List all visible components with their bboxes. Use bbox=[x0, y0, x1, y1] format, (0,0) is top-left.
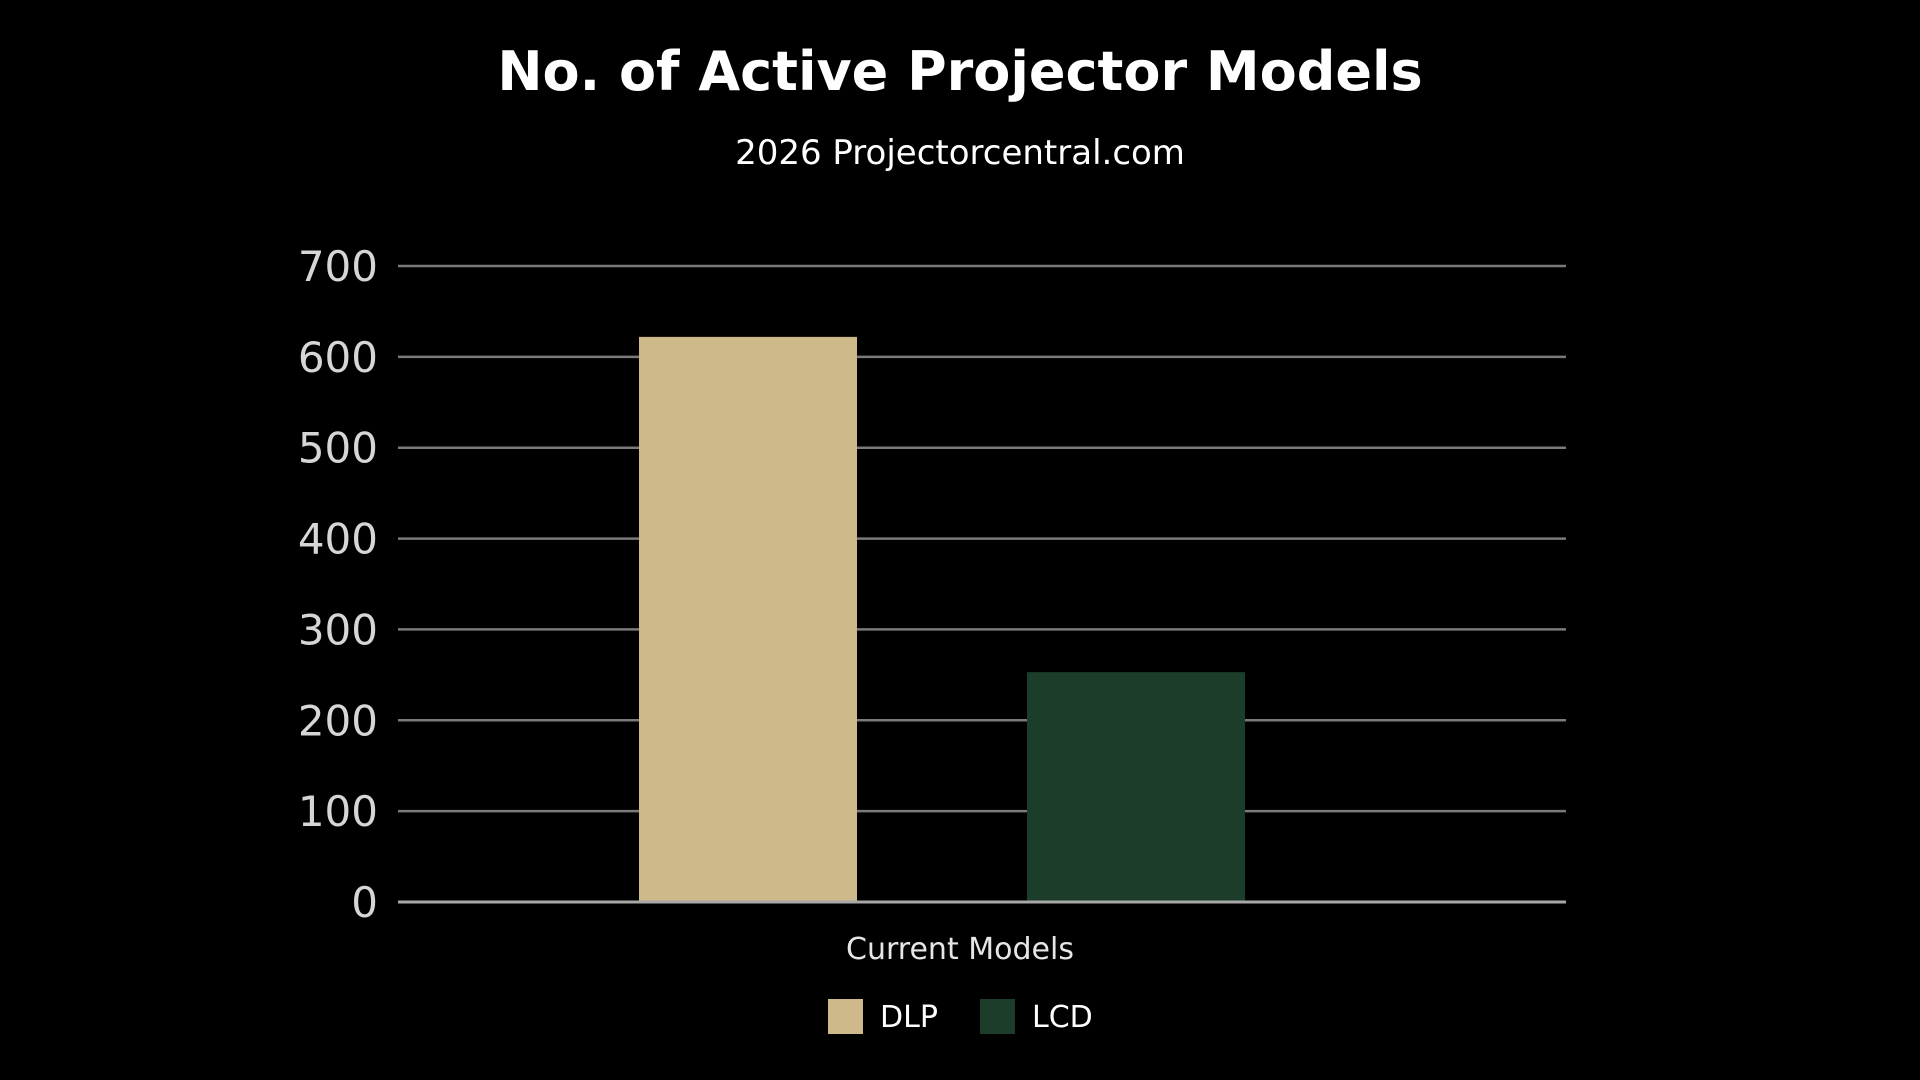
y-tick-label: 100 bbox=[298, 787, 378, 836]
y-tick-label: 0 bbox=[351, 878, 378, 927]
legend-swatch bbox=[828, 999, 863, 1034]
legend-item-lcd: LCD bbox=[980, 999, 1093, 1035]
y-tick-label: 300 bbox=[298, 605, 378, 654]
legend-item-dlp: DLP bbox=[828, 999, 938, 1035]
y-tick-label: 500 bbox=[298, 424, 378, 473]
legend-label: DLP bbox=[880, 1000, 938, 1035]
chart-title: No. of Active Projector Models bbox=[497, 40, 1423, 103]
gridlines bbox=[398, 264, 1566, 813]
legend-swatch bbox=[980, 999, 1015, 1034]
y-tick-label: 400 bbox=[298, 515, 378, 564]
y-tick-label: 600 bbox=[298, 333, 378, 382]
legend: DLP LCD bbox=[828, 999, 1093, 1035]
y-tick-label: 700 bbox=[298, 242, 378, 291]
x-axis-category-label: Current Models bbox=[846, 932, 1074, 967]
y-axis-ticks: 0 100 200 300 400 500 600 700 bbox=[298, 242, 378, 927]
bar-dlp bbox=[639, 336, 857, 903]
legend-label: LCD bbox=[1032, 1000, 1093, 1035]
chart-subtitle: 2026 Projectorcentral.com bbox=[735, 133, 1185, 173]
y-tick-label: 200 bbox=[298, 696, 378, 745]
bars bbox=[639, 336, 1245, 903]
bar-lcd bbox=[1027, 672, 1245, 902]
